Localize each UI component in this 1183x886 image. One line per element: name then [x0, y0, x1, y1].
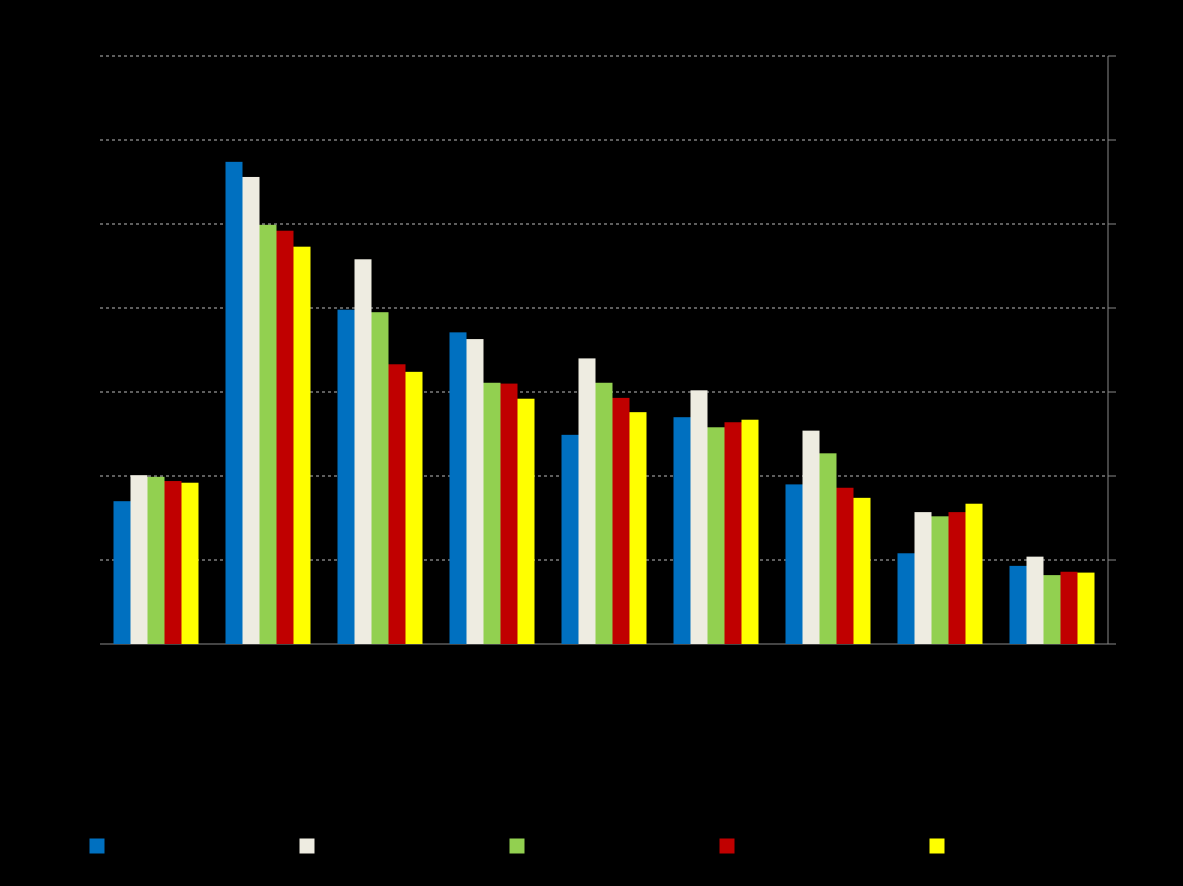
legend-swatch	[718, 837, 736, 855]
bar	[293, 246, 311, 644]
bar	[1043, 575, 1061, 644]
bar	[1009, 565, 1027, 644]
bar	[965, 503, 983, 644]
bar	[741, 419, 759, 644]
bar	[914, 512, 932, 644]
bar	[517, 398, 535, 644]
bar	[130, 475, 148, 644]
legend-swatch	[508, 837, 526, 855]
bar	[466, 339, 484, 644]
bar	[690, 390, 708, 644]
bar	[164, 481, 182, 644]
legend-swatch	[298, 837, 316, 855]
bar	[500, 383, 518, 644]
bar	[819, 453, 837, 644]
legend-swatch	[928, 837, 946, 855]
bar	[595, 382, 613, 644]
bar	[802, 430, 820, 644]
bar	[371, 312, 389, 644]
bar	[449, 332, 467, 644]
bar	[1026, 556, 1044, 644]
bar	[483, 382, 501, 644]
bar	[388, 364, 406, 644]
bar	[225, 161, 243, 644]
bar	[931, 516, 949, 644]
bar	[181, 482, 199, 644]
bar	[337, 309, 355, 644]
bar	[1077, 572, 1095, 644]
bar	[785, 484, 803, 644]
bar	[1060, 571, 1078, 644]
bar	[578, 358, 596, 644]
bar	[836, 487, 854, 644]
bar	[259, 224, 277, 644]
bar	[707, 427, 725, 644]
bar	[242, 176, 260, 644]
bar	[673, 417, 691, 644]
bar	[897, 553, 915, 644]
bar	[276, 230, 294, 644]
bar	[724, 422, 742, 644]
bar	[354, 259, 372, 644]
bar	[948, 512, 966, 644]
bar	[629, 412, 647, 644]
legend-swatch	[88, 837, 106, 855]
bar	[113, 501, 131, 644]
bar	[561, 434, 579, 644]
bar	[147, 476, 165, 644]
bar	[612, 397, 630, 644]
bar	[405, 371, 423, 644]
bar	[853, 497, 871, 644]
